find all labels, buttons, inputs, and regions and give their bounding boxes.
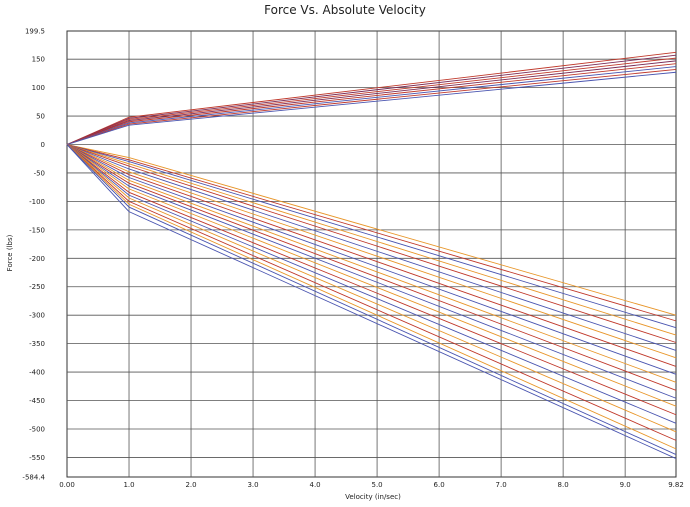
series-layer [66, 51, 677, 459]
x-tick-label: 6.0 [434, 481, 445, 489]
x-tick-label: 9.82 [668, 481, 684, 489]
y-tick-label: -300 [29, 312, 45, 320]
y-tick-label: 100 [32, 84, 45, 92]
x-tick-label: 5.0 [372, 481, 383, 489]
series-line [66, 144, 677, 459]
y-tick-label: -550 [29, 454, 45, 462]
series-line [66, 144, 677, 424]
y-tick-label: -50 [34, 169, 45, 177]
series-line [66, 144, 677, 383]
x-tick-label: 9.0 [620, 481, 631, 489]
series-line [66, 144, 677, 399]
series-line [66, 144, 677, 391]
series-line [66, 144, 677, 416]
series-line [66, 144, 677, 336]
series-line [66, 144, 677, 375]
y-tick-label: -250 [29, 283, 45, 291]
y-tick-label: -350 [29, 340, 45, 348]
y-tick-label: -450 [29, 397, 45, 405]
series-line [66, 144, 677, 359]
x-tick-label: 8.0 [558, 481, 569, 489]
series-line [66, 144, 677, 316]
series-line [66, 144, 677, 407]
y-tick-label: -500 [29, 425, 45, 433]
ticks: 0.00 1.0 2.0 3.0 4.0 5.0 6.0 7.0 8.0 9.0 9.82 199.5… [22, 28, 683, 490]
series-line [66, 144, 677, 433]
series-line [66, 144, 677, 367]
y-tick-label: -584.4 [22, 474, 45, 482]
x-tick-label: 4.0 [309, 481, 320, 489]
y-tick-label: 199.5 [25, 28, 45, 36]
series-line [66, 71, 677, 145]
series-line [66, 144, 677, 343]
chart-title: Force Vs. Absolute Velocity [264, 3, 426, 17]
series-line [66, 144, 677, 441]
x-tick-label: 7.0 [496, 481, 507, 489]
y-tick-label: -200 [29, 255, 45, 263]
y-tick-label: -150 [29, 226, 45, 234]
series-line [66, 144, 677, 450]
series-line [66, 144, 677, 455]
y-tick-label: 0 [41, 141, 45, 149]
y-tick-label: -100 [29, 198, 45, 206]
x-tick-label: 1.0 [123, 481, 134, 489]
series-line [66, 144, 677, 322]
x-tick-label: 2.0 [185, 481, 196, 489]
x-tick-label: 0.00 [59, 481, 75, 489]
y-tick-label: 50 [36, 113, 45, 121]
x-axis-label: Velocity (in/sec) [345, 493, 401, 501]
series-line [66, 144, 677, 351]
y-tick-label: -400 [29, 369, 45, 377]
x-tick-label: 3.0 [247, 481, 258, 489]
series-line [66, 144, 677, 329]
y-axis-label: Force (lbs) [6, 234, 14, 271]
y-tick-label: 150 [32, 56, 45, 64]
